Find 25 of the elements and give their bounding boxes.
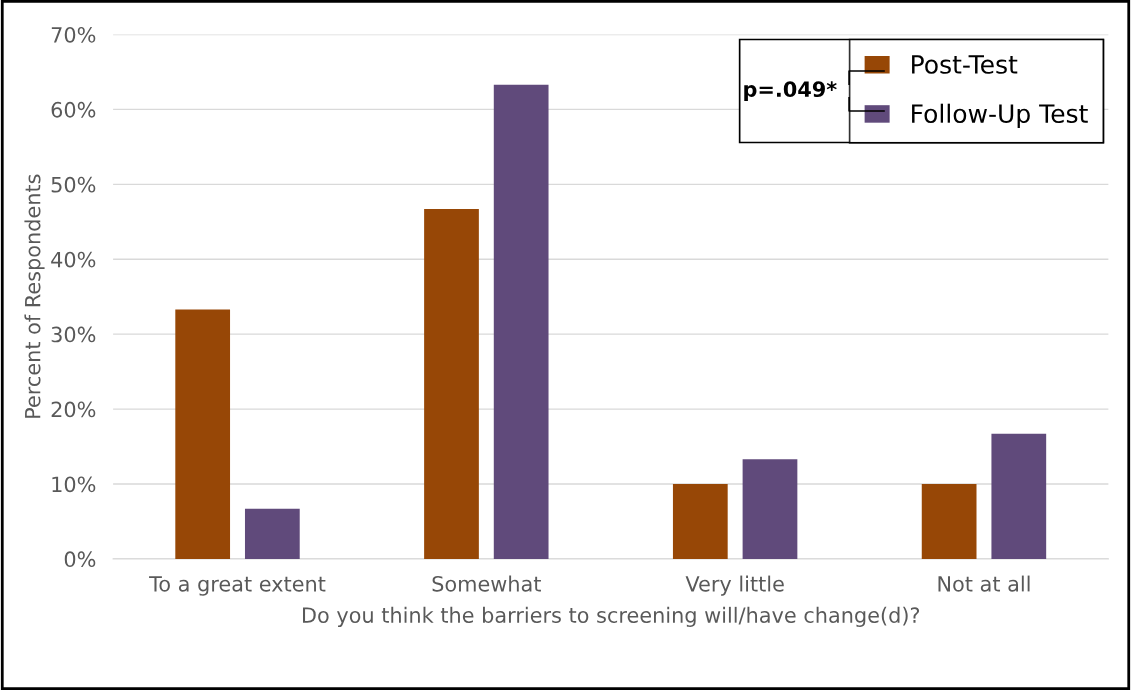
bar xyxy=(493,84,549,559)
y-tick-label: 70% xyxy=(51,26,96,43)
bar xyxy=(175,309,231,559)
y-tick-label: 50% xyxy=(51,176,96,193)
y-tick-label: 60% xyxy=(51,101,96,118)
bar xyxy=(424,209,479,559)
x-axis-title: Do you think the barriers to screening will/have change(d)? xyxy=(303,606,920,627)
bar xyxy=(244,508,300,559)
y-tick-label: 20% xyxy=(51,401,96,418)
x-tick-label: To a great extent xyxy=(149,576,326,596)
bar xyxy=(921,483,977,559)
annotation: p=.049* xyxy=(744,81,837,102)
y-axis-title: Percent of Respondents xyxy=(24,174,45,418)
bar xyxy=(742,459,798,559)
legend-label: Follow-Up Test xyxy=(912,103,1088,128)
x-tick-label: Very little xyxy=(685,575,784,596)
y-tick-label: 10% xyxy=(52,476,96,493)
bar xyxy=(991,433,1047,559)
x-tick-label: Somewhat xyxy=(432,575,541,592)
x-tick-label: Not at all xyxy=(938,575,1030,592)
y-tick-label: 40% xyxy=(51,251,96,268)
y-tick-label: 0% xyxy=(64,551,96,568)
y-tick-label: 30% xyxy=(51,326,96,343)
bar xyxy=(672,483,728,559)
legend-label: Post-Test xyxy=(912,55,1018,74)
